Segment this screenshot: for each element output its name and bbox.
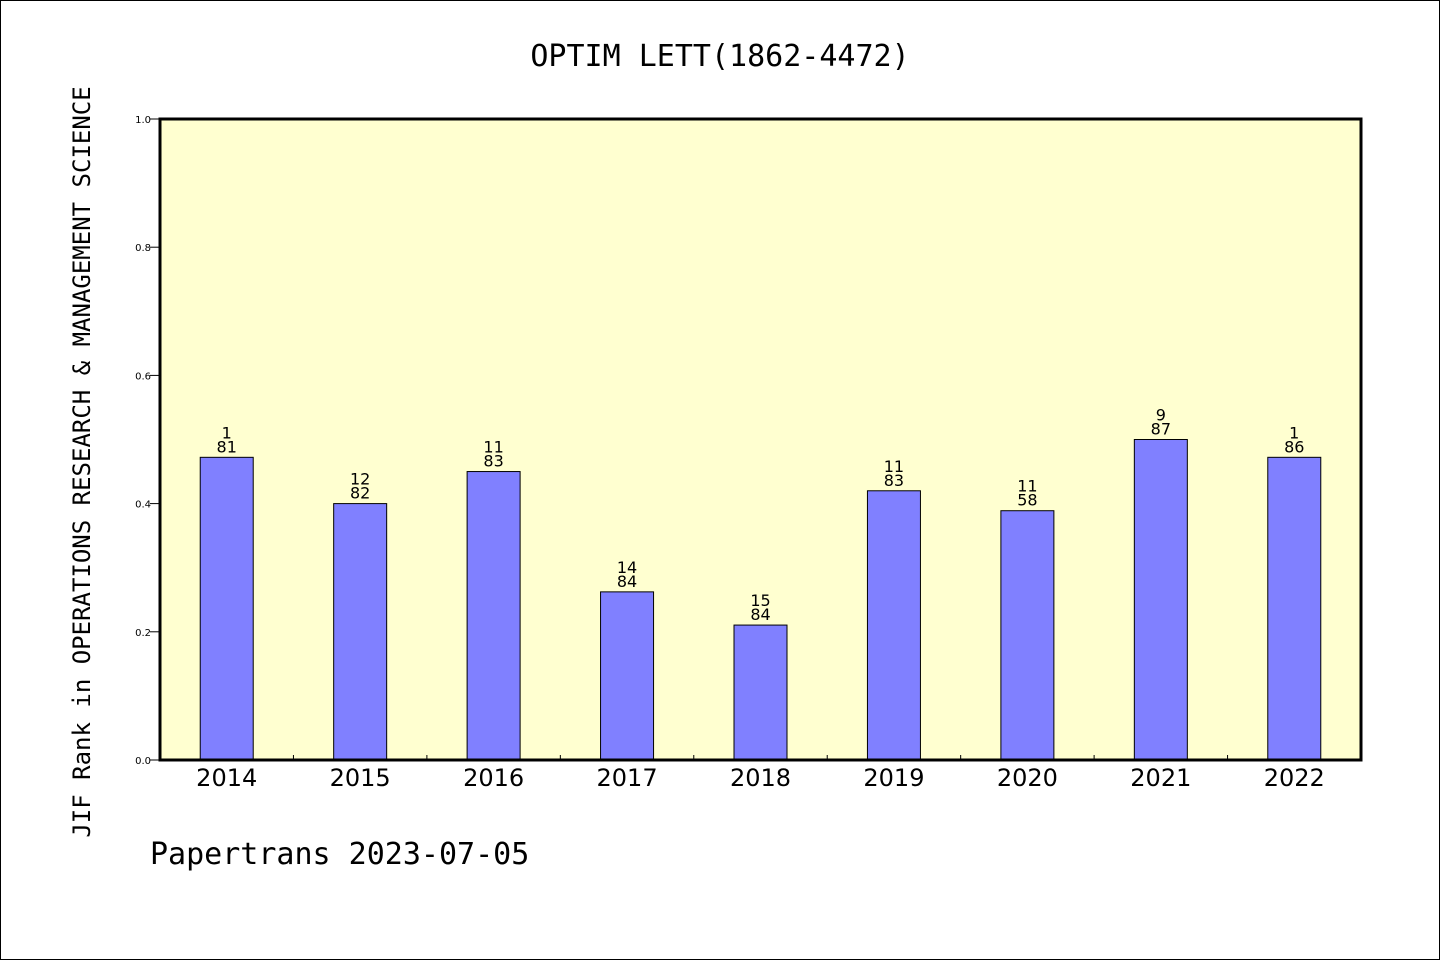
chart-title: OPTIM LETT(1862-4472) bbox=[530, 39, 909, 74]
bar-rank-label-2019: 11 bbox=[884, 457, 904, 476]
bar-2020 bbox=[1000, 510, 1055, 761]
bar-2021 bbox=[1133, 439, 1188, 761]
bar-total-label-2021: 87 bbox=[1151, 420, 1171, 439]
plot-border bbox=[158, 117, 1363, 762]
x-tick-label-2021: 2021 bbox=[1130, 764, 1191, 792]
x-tick-label-2017: 2017 bbox=[597, 764, 658, 792]
bar-2016 bbox=[466, 471, 521, 761]
axes-group: 2014 2015 2016 2017 2018 2019 2020 2021 2022 0.0 0… bbox=[135, 115, 1325, 792]
bar-rank-label-2020: 11 bbox=[1017, 477, 1037, 496]
y-tick-label-3: 0.6 bbox=[135, 371, 151, 382]
bar-rank-label-2022: 1 bbox=[1289, 423, 1299, 442]
x-tick-label-2022: 2022 bbox=[1264, 764, 1325, 792]
x-tick-label-2015: 2015 bbox=[330, 764, 391, 792]
bar-total-label-2019: 83 bbox=[884, 471, 904, 490]
bar-total-label-2014: 81 bbox=[217, 437, 237, 456]
x-tick-label-2018: 2018 bbox=[730, 764, 791, 792]
bar-rank-label-2015: 12 bbox=[350, 470, 370, 489]
y-tick-label-5: 1.0 bbox=[135, 115, 151, 126]
bar-2017 bbox=[600, 591, 655, 761]
y-tick-label-2: 0.4 bbox=[135, 500, 151, 511]
bar-total-label-2015: 82 bbox=[350, 484, 370, 503]
bar-total-label-2020: 58 bbox=[1017, 491, 1037, 510]
bar-rank-label-2021: 9 bbox=[1156, 406, 1166, 425]
x-tick-label-2014: 2014 bbox=[196, 764, 257, 792]
x-tick-label-2016: 2016 bbox=[463, 764, 524, 792]
bar-2015 bbox=[333, 503, 388, 761]
bar-2014 bbox=[199, 456, 254, 761]
x-tick-label-2019: 2019 bbox=[863, 764, 924, 792]
bar-rank-label-2018: 15 bbox=[750, 591, 770, 610]
y-axis-label: JIF Rank in OPERATIONS RESEARCH & MANAGE… bbox=[68, 86, 96, 837]
bar-total-label-2018: 84 bbox=[750, 605, 770, 624]
y-tick-label-0: 0.0 bbox=[135, 756, 151, 767]
bar-total-label-2017: 84 bbox=[617, 572, 637, 591]
bar-2022 bbox=[1267, 456, 1322, 761]
y-tick-label-4: 0.8 bbox=[135, 243, 151, 254]
bar-rank-label-2017: 14 bbox=[617, 558, 637, 577]
bars-group bbox=[199, 439, 1322, 761]
bar-rank-label-2014: 1 bbox=[222, 423, 232, 442]
x-tick-label-2020: 2020 bbox=[997, 764, 1058, 792]
footer-credit: Papertrans 2023-07-05 bbox=[150, 837, 529, 872]
bar-total-label-2022: 86 bbox=[1284, 437, 1304, 456]
y-tick-label-1: 0.2 bbox=[135, 628, 151, 639]
bar-total-label-2016: 83 bbox=[483, 452, 503, 471]
bar-2019 bbox=[866, 490, 921, 761]
bar-rank-label-2016: 11 bbox=[483, 438, 503, 457]
bar-2018 bbox=[733, 624, 788, 761]
